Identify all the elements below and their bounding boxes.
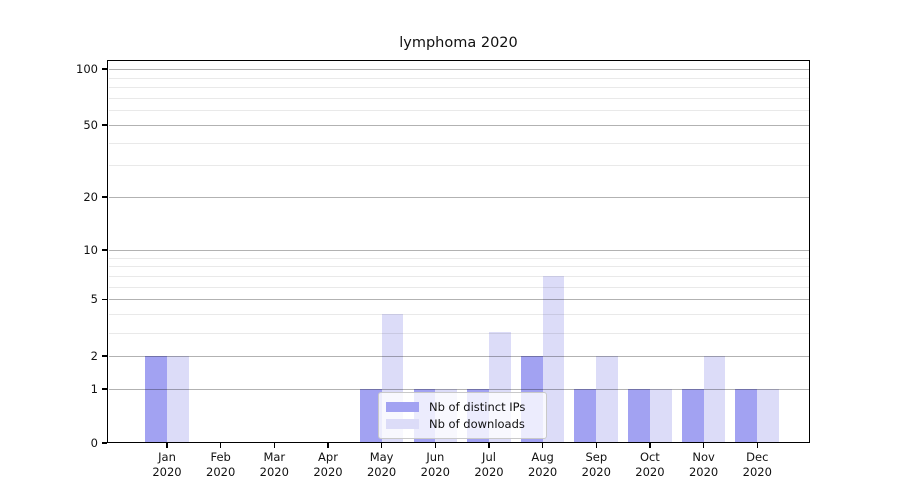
bar-downloads-nov [703,355,726,443]
gridline-major-100 [109,69,809,70]
y-tick-label-1: 1 [90,382,98,396]
gridline-major-50 [109,124,809,126]
y-tick-mark-10 [102,249,107,251]
y-tick-label-20: 20 [83,190,98,205]
x-tick-mark-aug [541,443,544,448]
bar-downloads-aug [542,275,565,443]
x-tick-mark-nov [702,443,705,448]
gridline-major-1 [109,389,809,390]
bar-distinct-ips-jan [145,355,167,443]
y-tick-mark-2 [102,355,107,357]
y-tick-mark-1 [102,388,107,390]
x-tick-label-apr: Apr 2020 [313,450,343,479]
legend-label-distinct-ips: Nb of distinct IPs [429,399,526,414]
gridline-major-5 [109,299,809,301]
legend-item-downloads: Nb of downloads [386,417,539,431]
chart-title: lymphoma 2020 [399,35,518,51]
gridline-minor-30 [109,165,809,167]
y-tick-label-10: 10 [83,242,98,257]
bar-distinct-ips-sep [574,389,597,443]
y-tick-label-50: 50 [83,117,98,132]
gridline-minor-4 [109,314,809,316]
x-tick-label-jun: Jun 2020 [420,450,450,479]
gridline-minor-70 [109,97,809,99]
bar-distinct-ips-dec [735,389,758,443]
x-tick-label-mar: Mar 2020 [259,450,289,479]
bar-downloads-dec [757,389,780,443]
x-tick-mark-jan [166,443,168,448]
gridline-minor-40 [109,142,809,144]
gridline-minor-3 [109,332,809,334]
legend-label-downloads: Nb of downloads [429,417,525,432]
x-tick-mark-mar [273,443,276,448]
x-tick-mark-sep [595,443,597,448]
y-tick-mark-100 [102,68,107,70]
y-tick-label-5: 5 [90,292,98,307]
legend-swatch-downloads [386,419,419,430]
x-tick-mark-apr [327,443,329,448]
gridline-minor-60 [109,110,809,112]
x-tick-label-nov: Nov 2020 [688,450,719,479]
x-tick-mark-jun [434,443,436,448]
y-tick-mark-0 [102,442,107,444]
x-tick-mark-jul [488,443,490,448]
bar-downloads-oct [649,389,672,443]
gridline-major-20 [109,197,809,199]
x-tick-label-jul: Jul 2020 [474,450,504,479]
gridline-major-10 [109,249,809,251]
x-tick-label-feb: Feb 2020 [206,450,236,479]
bar-distinct-ips-may [359,389,382,443]
legend: Nb of distinct IPs Nb of downloads [378,392,547,439]
y-tick-label-100: 100 [76,62,98,76]
bar-downloads-sep [596,355,619,443]
y-tick-mark-5 [102,298,107,301]
x-tick-mark-dec [756,443,758,448]
bar-distinct-ips-oct [628,389,650,443]
gridline-minor-9 [109,257,809,259]
x-tick-label-may: May 2020 [366,450,397,479]
y-tick-label-0: 0 [90,436,98,450]
gridline-minor-6 [109,286,809,288]
x-tick-label-aug: Aug 2020 [527,450,558,479]
x-tick-mark-feb [219,443,222,448]
x-tick-label-sep: Sep 2020 [581,450,611,479]
gridline-minor-8 [109,266,809,268]
x-tick-label-jan: Jan 2020 [152,450,182,479]
legend-swatch-distinct-ips [386,401,419,412]
bar-downloads-jan [167,355,189,443]
x-tick-label-oct: Oct 2020 [635,450,665,479]
bar-distinct-ips-nov [681,389,704,443]
gridline-minor-80 [109,87,809,88]
y-tick-mark-20 [102,196,107,198]
y-tick-mark-50 [102,124,107,126]
gridline-minor-7 [109,275,809,277]
y-tick-label-2: 2 [90,349,98,363]
x-tick-mark-may [380,443,383,448]
legend-item-distinct-ips: Nb of distinct IPs [386,400,539,414]
x-tick-label-dec: Dec 2020 [742,450,772,479]
gridline-major-2 [109,356,809,357]
gridline-minor-90 [109,77,809,79]
x-tick-mark-oct [649,443,651,448]
